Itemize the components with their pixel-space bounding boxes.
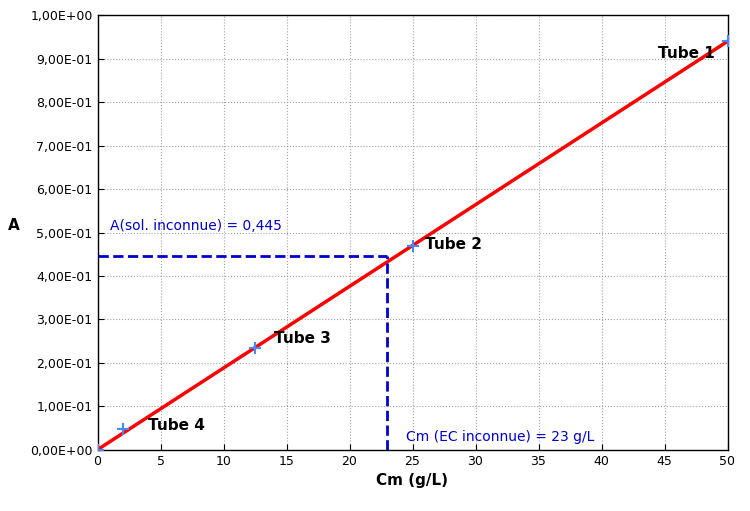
Text: A(sol. inconnue) = 0,445: A(sol. inconnue) = 0,445	[110, 219, 282, 233]
Text: Tube 1: Tube 1	[658, 46, 715, 61]
X-axis label: Cm (g/L): Cm (g/L)	[376, 473, 448, 488]
Text: Tube 4: Tube 4	[148, 419, 205, 433]
Text: Cm (EC inconnue) = 23 g/L: Cm (EC inconnue) = 23 g/L	[406, 430, 595, 445]
Y-axis label: A: A	[8, 218, 20, 233]
Text: Tube 2: Tube 2	[425, 237, 482, 252]
Text: Tube 3: Tube 3	[274, 332, 331, 346]
